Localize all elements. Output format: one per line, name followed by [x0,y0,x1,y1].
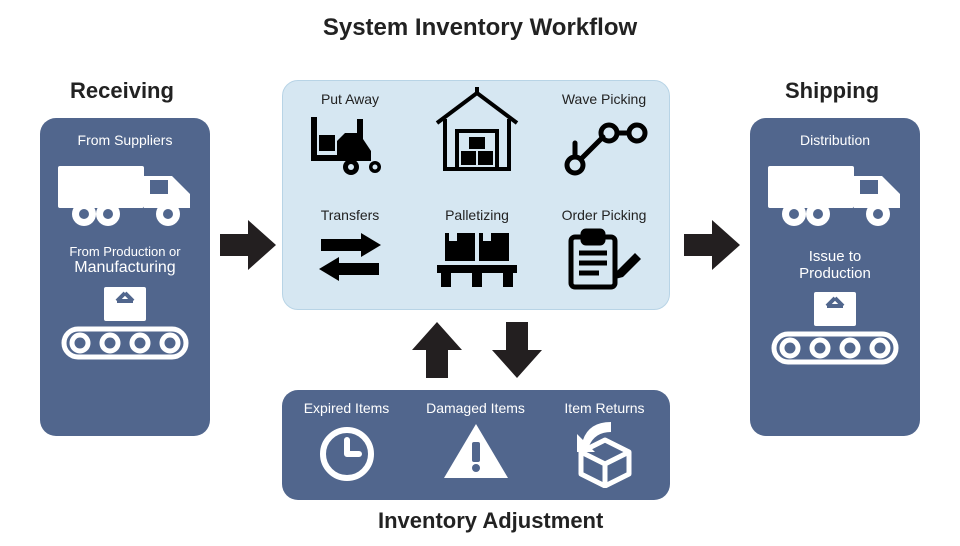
adjustment-heading: Inventory Adjustment [378,508,603,534]
center-warehouse [422,85,532,175]
shipping-heading: Shipping [785,78,879,104]
warning-icon [411,416,540,486]
receiving-heading: Receiving [70,78,174,104]
return-box-icon [540,416,669,488]
arrow-down [490,320,544,380]
center-palletizing: Palletizing [422,207,532,293]
returns-label: Item Returns [540,400,669,416]
clipboard-icon [549,227,659,293]
truck-icon [40,148,210,238]
shipping-panel: Distribution Issue to Production [750,118,920,436]
receiving-item-2-label-2: Manufacturing [40,259,210,277]
arrow-right-2 [682,218,742,272]
palletizing-label: Palletizing [422,207,532,223]
orderpicking-label: Order Picking [549,207,659,223]
transfer-icon [295,227,405,287]
center-putaway: Put Away [295,91,405,181]
damaged-label: Damaged Items [411,400,540,416]
forklift-icon [295,111,405,181]
shipping-item-2-label-2: Production [750,265,920,282]
center-panel: Put Away [282,80,670,310]
putaway-label: Put Away [295,91,405,107]
page-title: System Inventory Workflow [0,14,960,42]
receiving-item-1-label: From Suppliers [40,132,210,148]
wave-icon [549,111,659,181]
conveyor-icon [40,277,210,377]
receiving-panel: From Suppliers From Production or Manufa… [40,118,210,436]
receiving-item-2-label-1: From Production or [40,244,210,259]
wavepicking-label: Wave Picking [549,91,659,107]
truck-icon [750,148,920,238]
center-orderpicking: Order Picking [549,207,659,293]
arrow-up [410,320,464,380]
center-wavepicking: Wave Picking [549,91,659,181]
adjust-damaged: Damaged Items [411,400,540,486]
adjustment-panel: Expired Items Damaged Items Item Returns [282,390,670,500]
center-transfers: Transfers [295,207,405,287]
conveyor-icon [750,282,920,382]
pallet-icon [422,227,532,293]
transfers-label: Transfers [295,207,405,223]
arrow-right-1 [218,218,278,272]
adjust-returns: Item Returns [540,400,669,488]
expired-label: Expired Items [282,400,411,416]
warehouse-icon [422,85,532,175]
adjust-expired: Expired Items [282,400,411,486]
clock-icon [282,416,411,486]
shipping-item-2-label-1: Issue to [750,248,920,265]
shipping-item-1-label: Distribution [750,132,920,148]
diagram-stage: System Inventory Workflow Receiving Ship… [0,0,960,546]
